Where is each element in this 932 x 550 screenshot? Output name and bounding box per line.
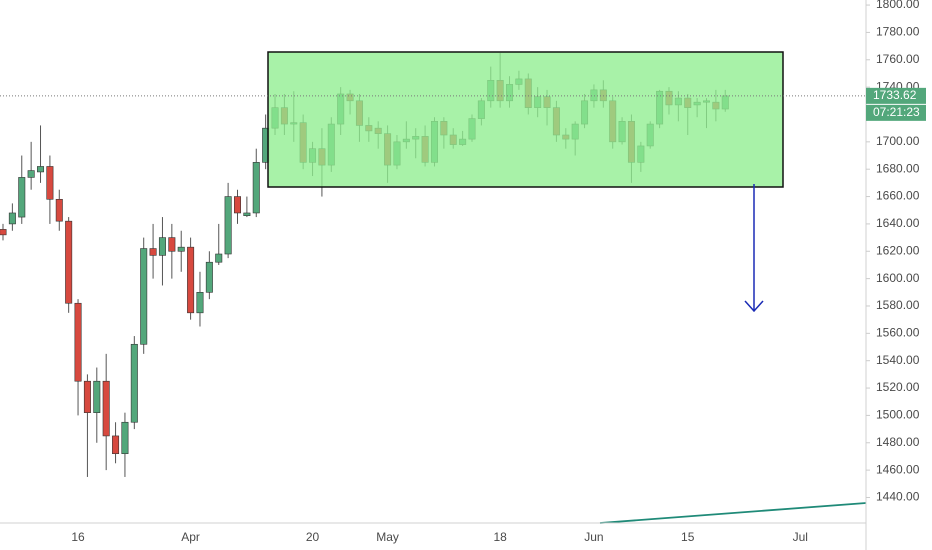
y-tick-label: 1500.00 (876, 408, 920, 422)
y-tick-label: 1540.00 (876, 353, 920, 367)
candle-body (8, 212, 16, 225)
y-tick-label: 1440.00 (876, 490, 920, 504)
y-tick-label: 1620.00 (876, 243, 920, 257)
candle-body (187, 246, 195, 314)
candle-body (252, 162, 260, 214)
candle-body (234, 196, 242, 214)
x-tick-label: May (376, 530, 399, 544)
candle-body (205, 261, 213, 293)
x-tick-label: 20 (306, 530, 320, 544)
countdown-tag (866, 104, 926, 121)
candle-body (46, 166, 54, 200)
candle-body (55, 198, 63, 222)
y-tick-label: 1700.00 (876, 134, 920, 148)
candle-body (74, 302, 82, 382)
last-price-label: 1733.62 (873, 88, 917, 102)
candle-body (18, 177, 26, 218)
y-tick-label: 1780.00 (876, 25, 920, 39)
candle-body (130, 343, 138, 423)
candle-body (27, 170, 35, 178)
candle-body (168, 237, 176, 252)
x-tick-label: 18 (493, 530, 507, 544)
y-tick-label: 1580.00 (876, 298, 920, 312)
candle-body (93, 380, 101, 413)
x-tick-label: 15 (681, 530, 695, 544)
candle-body (149, 248, 157, 256)
candle-body (224, 196, 232, 255)
x-tick-label: Apr (181, 530, 200, 544)
candle-body (65, 220, 73, 304)
candle-body (215, 253, 223, 263)
x-tick-label: Jun (584, 530, 603, 544)
y-tick-label: 1680.00 (876, 161, 920, 175)
y-tick-label: 1760.00 (876, 52, 920, 66)
y-tick-label: 1560.00 (876, 326, 920, 340)
candle-body (177, 246, 185, 252)
candle-body (0, 229, 7, 236)
y-tick-label: 1480.00 (876, 435, 920, 449)
y-tick-label: 1640.00 (876, 216, 920, 230)
countdown-label: 07:21:23 (873, 105, 920, 119)
candle-body (243, 212, 251, 217)
arrow-head (744, 300, 764, 313)
y-tick-label: 1460.00 (876, 462, 920, 476)
last-price-tag (866, 87, 926, 104)
candle-body (196, 292, 204, 314)
candle-body (37, 166, 45, 173)
x-tick-label: 16 (71, 530, 85, 544)
candle-body (121, 421, 129, 455)
y-tick-label: 1520.00 (876, 380, 920, 394)
trend-line (599, 502, 867, 524)
candle-body (83, 380, 91, 413)
candle-body (140, 248, 148, 345)
y-tick-label: 1600.00 (876, 271, 920, 285)
candle-body (158, 237, 166, 256)
candle-body (112, 435, 120, 455)
x-tick-label: Jul (793, 530, 808, 544)
candle-body (102, 380, 110, 437)
range-box (267, 51, 784, 188)
y-tick-label: 1800.00 (876, 0, 920, 11)
y-tick-label: 1660.00 (876, 189, 920, 203)
